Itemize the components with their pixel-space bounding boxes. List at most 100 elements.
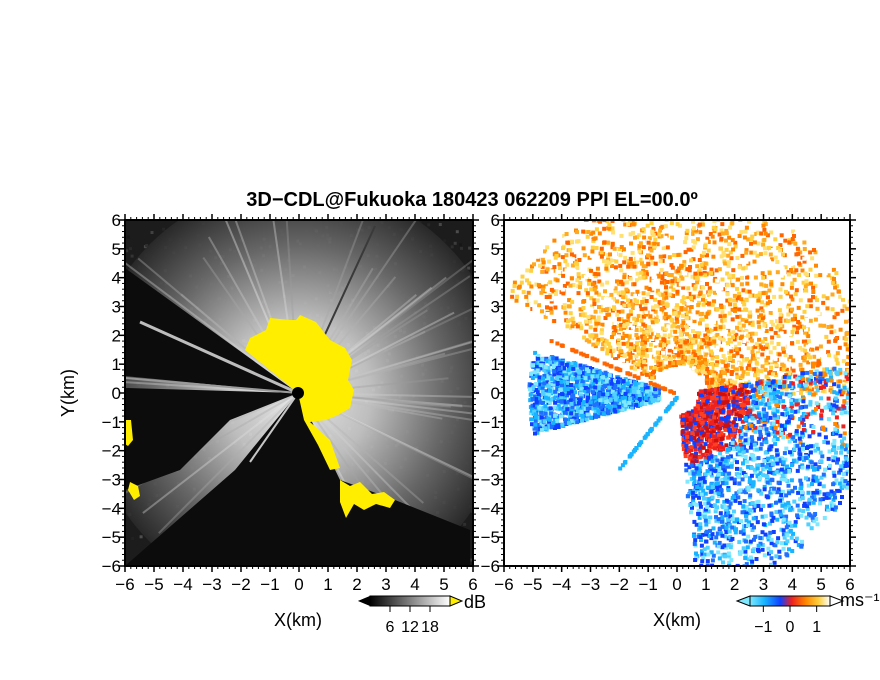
velocity-pixel [596,317,601,322]
velocity-pixel [649,357,654,362]
velocity-pixel [813,295,818,300]
velocity-pixel [725,271,730,276]
velocity-pixel [781,528,786,533]
velocity-pixel [758,463,762,468]
velocity-pixel [866,340,870,344]
velocity-pixel [742,339,747,344]
velocity-pixel [591,342,596,347]
y-tick-label: 2 [112,326,121,345]
velocity-pixel [693,271,698,276]
velocity-pixel [749,250,754,255]
velocity-pixel [853,425,857,429]
velocity-pixel [843,342,848,347]
velocity-pixel [753,515,758,520]
velocity-pixel [763,220,767,224]
velocity-pixel [763,222,768,227]
snr-noise-pixel [455,230,459,234]
velocity-pixel [724,238,728,243]
velocity-pixel [594,321,599,326]
velocity-pixel [565,281,570,286]
velocity-pixel [756,241,761,246]
velocity-pixel [626,313,631,318]
velocity-pixel [860,361,864,365]
velocity-pixel [734,347,739,352]
velocity-pixel [793,520,798,525]
velocity-pixel [582,282,587,287]
velocity-pixel [844,332,849,336]
velocity-pixel [791,239,796,244]
velocity-pixel [745,275,750,280]
velocity-pixel [689,296,694,301]
velocity-pixel [837,319,842,324]
velocity-pixel [767,259,772,264]
velocity-pixel [590,304,595,309]
velocity-pixel [641,291,646,296]
velocity-pixel [700,277,705,282]
velocity-pixel [869,384,873,388]
velocity-pixel [628,355,633,360]
velocity-pixel [709,296,714,301]
velocity-pixel [855,370,859,374]
velocity-pixel [775,270,780,275]
velocity-pixel [755,377,760,382]
velocity-pixel [721,337,726,342]
velocity-pixel [808,318,813,323]
velocity-pixel [650,255,655,260]
velocity-pixel [735,296,740,301]
velocity-pixel [759,231,764,236]
velocity-pixel [633,362,638,367]
velocity-pixel [711,299,716,304]
velocity-pixel [721,383,726,388]
velocity-pixel [764,389,769,394]
velocity-pixel [744,298,749,303]
snr-noise-pixel [460,246,463,250]
velocity-pixel [749,271,754,276]
velocity-pixel [690,274,695,279]
velocity-pixel [664,285,668,290]
velocity-pixel [621,341,626,346]
velocity-pixel [667,348,672,353]
velocity-pixel [812,248,816,252]
velocity-pixel [582,225,587,230]
velocity-pixel [742,499,747,504]
velocity-pixel [818,334,823,339]
velocity-pixel [642,235,647,240]
velocity-pixel [628,256,633,261]
velocity-pixel [744,329,749,334]
velocity-pixel [600,287,605,292]
velocity-pixel [706,240,711,244]
velocity-pixel [758,252,763,257]
velocity-pixel [540,309,544,314]
velocity-pixel [867,366,871,370]
velocity-pixel [674,253,679,258]
velocity-pixel [510,288,515,293]
velocity-pixel [845,306,850,311]
velocity-pixel [709,536,714,541]
velocity-pixel [802,358,807,363]
velocity-pixel [634,305,639,310]
x-tick-label: −1 [260,575,279,594]
velocity-pixel [760,385,765,390]
velocity-pixel [765,233,770,238]
velocity-pixel [730,307,735,312]
velocity-pixel [602,338,607,343]
velocity-pixel [803,284,808,289]
velocity-pixel [733,417,738,422]
velocity-pixel [827,449,832,454]
velocity-pixel [815,306,820,311]
velocity-pixel [662,254,667,259]
velocity-pixel [669,215,673,219]
velocity-pixel [599,328,604,333]
velocity-pixel [738,326,743,331]
velocity-pixel [747,366,752,371]
velocity-pixel [536,283,541,288]
velocity-pixel [792,499,797,504]
velocity-pixel [743,549,748,554]
velocity-pixel [817,432,822,437]
velocity-pixel [658,350,663,355]
velocity-pixel [573,295,578,300]
velocity-pixel [793,241,798,246]
velocity-pixel [681,439,686,444]
velocity-pixel [647,286,652,291]
velocity-pixel [733,308,737,313]
